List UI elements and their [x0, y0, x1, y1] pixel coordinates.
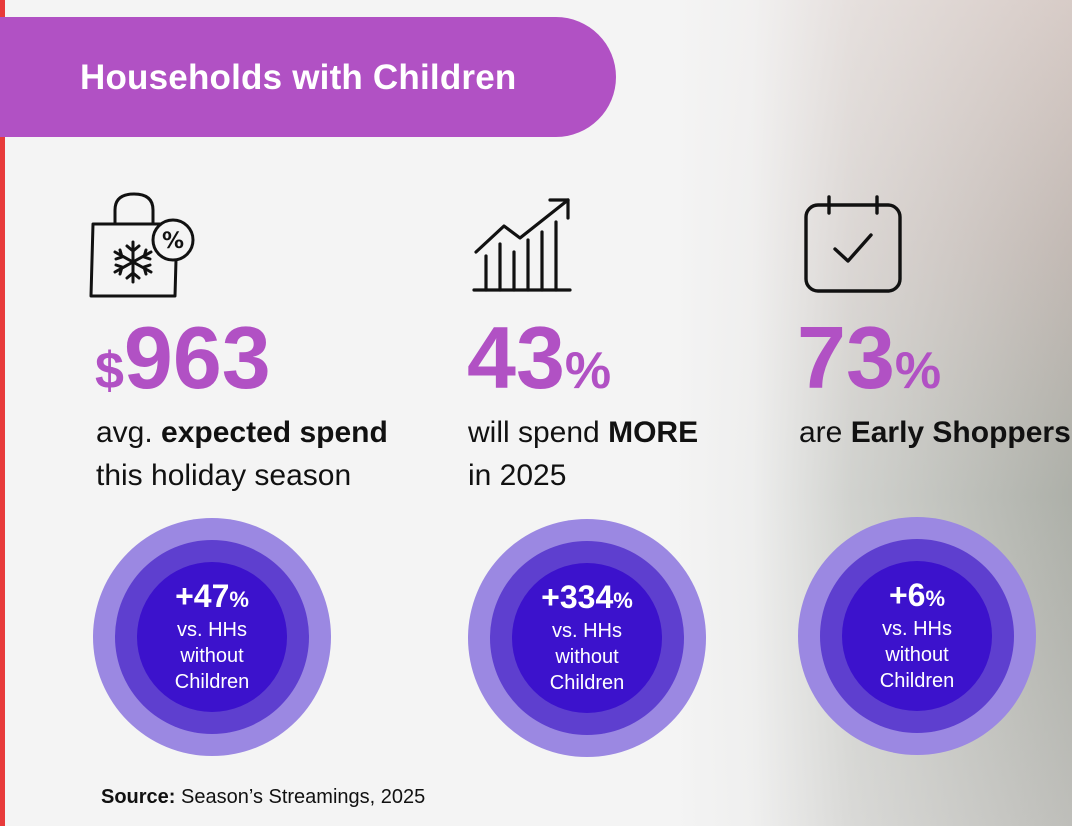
stat-description: will spend MORE in 2025: [468, 416, 699, 492]
comparison-badge: +334% vs. HHs without Children: [468, 519, 706, 757]
left-edge-accent: [0, 0, 5, 826]
stat-description: avg. expected spend this holiday season: [96, 416, 388, 492]
source-citation: Source: Season’s Streamings, 2025: [101, 786, 426, 808]
comparison-badge: +47% vs. HHs without Children: [93, 518, 331, 756]
title-banner: [0, 17, 616, 137]
comparison-badge: +6% vs. HHs without Children: [798, 517, 1036, 755]
stat-value: $963: [95, 308, 271, 407]
growth-chart-icon: [470, 194, 576, 301]
page-title: Households with Children: [80, 58, 517, 97]
shopping-bag-snowflake-icon: %: [89, 190, 199, 307]
svg-text:%: %: [162, 229, 184, 254]
stat-value: 73%: [797, 308, 942, 407]
stat-description: are Early Shoppers: [799, 416, 1071, 449]
stat-value: 43%: [467, 308, 612, 407]
calendar-check-icon: [803, 195, 905, 300]
